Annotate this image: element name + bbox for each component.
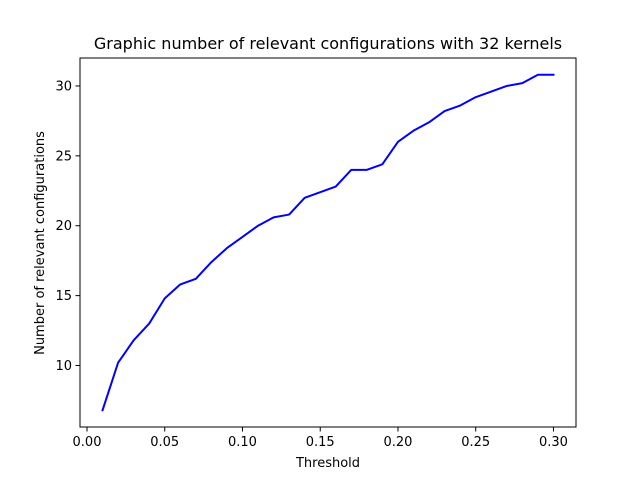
- x-tick-label: 0.20: [383, 435, 412, 450]
- y-axis-label: Number of relevant configurations: [33, 131, 48, 355]
- x-tick-label: 0.05: [150, 435, 179, 450]
- x-tick-label: 0.25: [461, 435, 490, 450]
- x-tick-label: 0.15: [306, 435, 335, 450]
- x-tick-label: 0.00: [73, 435, 102, 450]
- y-tick-label: 25: [55, 149, 72, 164]
- chart-title: Graphic number of relevant configuration…: [94, 34, 562, 53]
- y-tick-label: 20: [55, 219, 72, 234]
- y-tick-label: 15: [55, 289, 72, 304]
- x-tick-label: 0.10: [228, 435, 257, 450]
- plot-area: 0.00 0.05 0.10 0.15 0.20 0.25 0.30 10 15 20 25 30: [55, 57, 577, 450]
- x-tick-label: 0.30: [539, 435, 568, 450]
- axes-frame: [79, 57, 577, 428]
- y-tick-label: 10: [55, 359, 72, 374]
- y-tick-label: 30: [55, 79, 72, 94]
- series-line-0: [101, 73, 555, 412]
- x-axis-label: Threshold: [295, 456, 360, 471]
